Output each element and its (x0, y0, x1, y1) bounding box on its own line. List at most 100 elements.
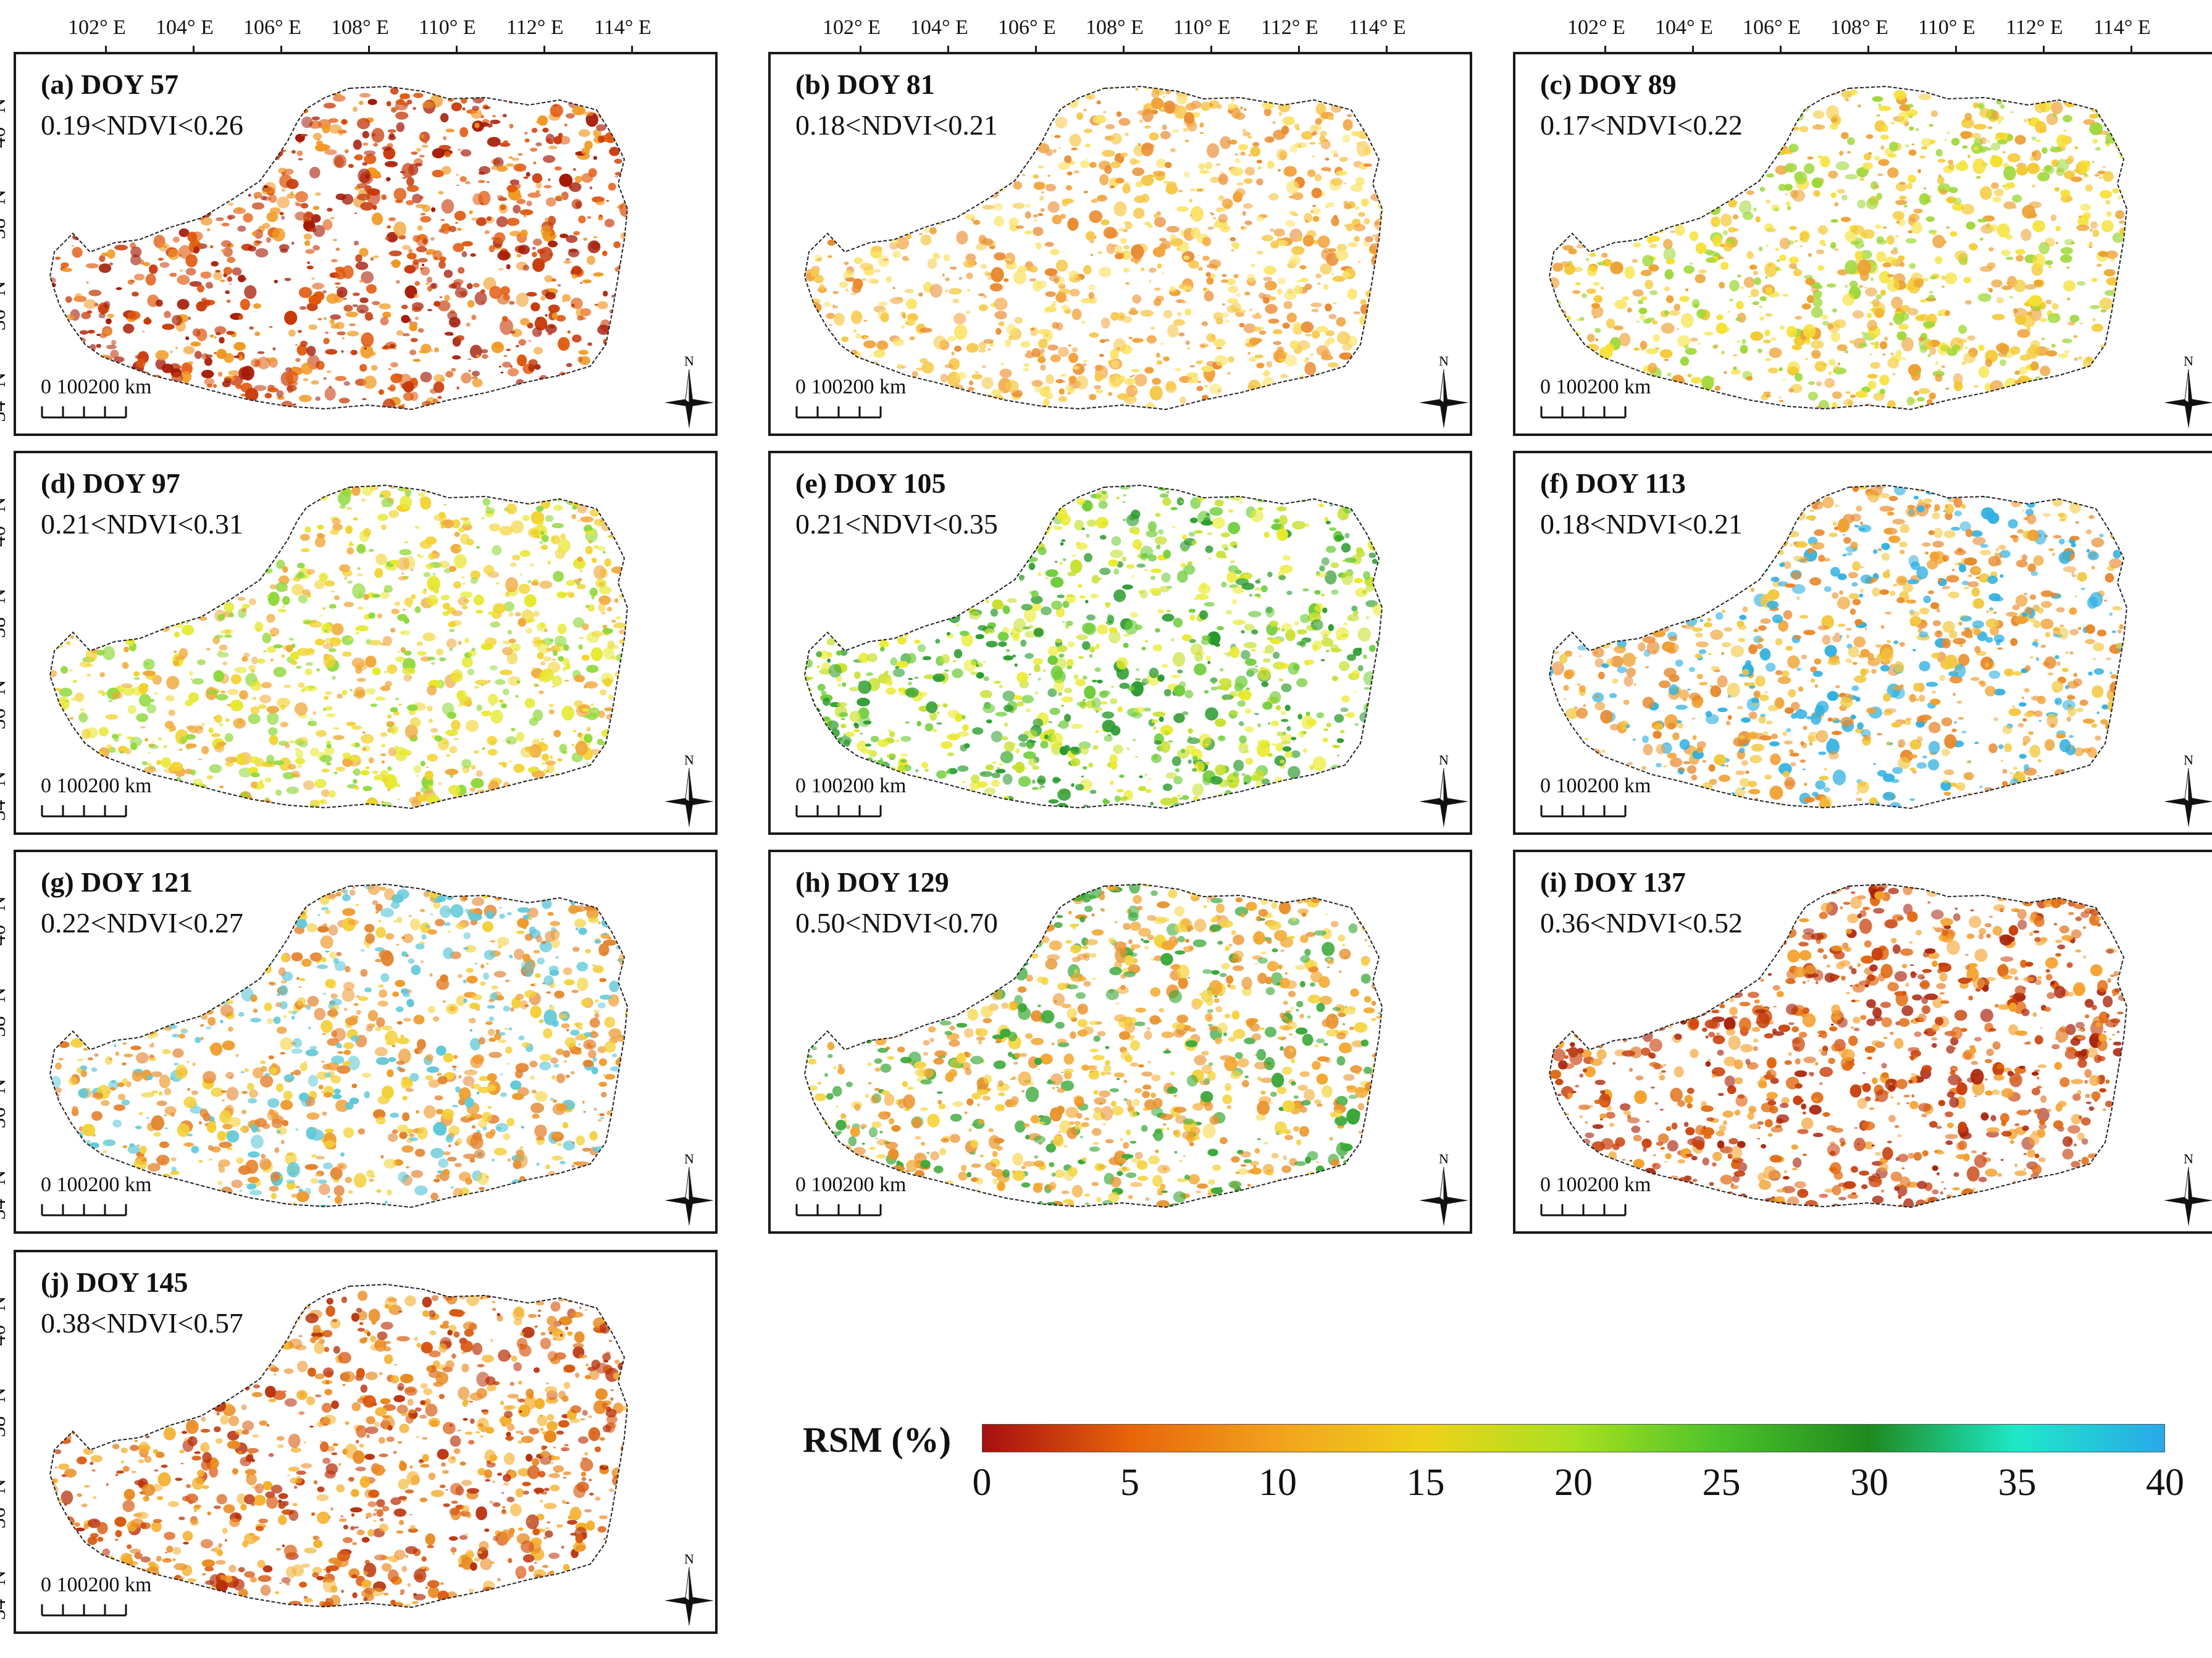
longitude-label: 112° E (2006, 16, 2063, 39)
longitude-label: 110° E (1173, 16, 1231, 39)
longitude-label: 112° E (506, 16, 564, 39)
colorbar (982, 1424, 2165, 1452)
scale-bar-label: 0 100200 km (41, 1173, 152, 1196)
tick-mark (1780, 46, 1782, 53)
north-arrow-icon: N (1419, 356, 1468, 429)
tick-mark (947, 46, 949, 53)
tick-mark (1692, 46, 1694, 53)
scale-bar-label: 0 100200 km (41, 375, 152, 398)
tick-mark (860, 46, 861, 53)
map-panel: (i) DOY 137 0.36<NDVI<0.52 0 100200 km N (1513, 850, 2212, 1234)
north-arrow-icon: N (1419, 755, 1468, 827)
latitude-label: 36° N (0, 1079, 10, 1129)
rsm-map (803, 85, 1383, 411)
panel-title: (i) DOY 137 (1540, 866, 1686, 898)
latitude-label: 36° N (0, 1479, 10, 1529)
scale-bar (1540, 406, 1627, 419)
panel-title: (d) DOY 97 (41, 467, 180, 499)
rsm-map (49, 85, 629, 411)
scale-bar (41, 1604, 127, 1617)
ndvi-range-label: 0.21<NDVI<0.35 (795, 508, 998, 540)
svg-text:N: N (2184, 356, 2193, 369)
latitude-label: 40° N (0, 896, 10, 946)
north-arrow-icon: N (664, 356, 714, 429)
tick-mark (1298, 46, 1300, 53)
tick-mark (456, 46, 458, 53)
colorbar-tick-label: 35 (1998, 1462, 2037, 1504)
scale-bar (1540, 1204, 1627, 1216)
scale-bar-label: 0 100200 km (1540, 1173, 1651, 1196)
latitude-label: 38° N (0, 987, 10, 1037)
map-panel: (a) DOY 57 0.19<NDVI<0.26 0 100200 km N (14, 52, 718, 436)
scale-bar (41, 406, 127, 419)
longitude-label: 114° E (1349, 16, 1406, 39)
longitude-label: 108° E (1086, 16, 1144, 39)
ndvi-range-label: 0.50<NDVI<0.70 (795, 907, 998, 939)
tick-mark (1035, 46, 1037, 53)
latitude-label: 34° N (0, 1170, 10, 1220)
scale-bar-label: 0 100200 km (795, 1173, 907, 1196)
scale-bar-label: 0 100200 km (41, 1573, 152, 1596)
tick-mark (2130, 46, 2132, 53)
map-panel: (g) DOY 121 0.22<NDVI<0.27 0 100200 km N (14, 850, 718, 1234)
rsm-map (1548, 484, 2128, 810)
tick-mark (1210, 46, 1212, 53)
colorbar-tick-label: 25 (1702, 1462, 1741, 1504)
rsm-map (803, 883, 1383, 1208)
region-boundary (803, 85, 1383, 411)
longitude-label: 106° E (998, 16, 1056, 39)
colorbar-tick-label: 15 (1406, 1462, 1445, 1504)
tick-mark (1604, 46, 1606, 53)
latitude-label: 38° N (0, 1388, 10, 1438)
colorbar-tick-label: 10 (1259, 1462, 1297, 1504)
longitude-label: 106° E (1743, 16, 1801, 39)
scale-bar-label: 0 100200 km (41, 774, 152, 797)
latitude-label: 38° N (0, 588, 10, 638)
panel-title: (e) DOY 105 (795, 467, 946, 499)
ndvi-range-label: 0.18<NDVI<0.21 (795, 109, 998, 141)
ndvi-range-label: 0.38<NDVI<0.57 (41, 1307, 243, 1339)
colorbar-tick-label: 40 (2146, 1462, 2184, 1504)
scale-bar (795, 805, 882, 818)
longitude-label: 110° E (419, 16, 476, 39)
region-boundary (1548, 484, 2128, 810)
latitude-label: 36° N (0, 680, 10, 730)
rsm-map (1548, 85, 2128, 411)
region-boundary (803, 883, 1383, 1208)
map-panel: (j) DOY 145 0.38<NDVI<0.57 0 100200 km N (14, 1250, 718, 1634)
rsm-map (49, 1283, 629, 1609)
north-arrow-icon: N (1419, 1153, 1468, 1226)
scale-bar (795, 406, 882, 419)
svg-text:N: N (1439, 356, 1449, 369)
colorbar-tick-label: 20 (1554, 1462, 1593, 1504)
latitude-label: 34° N (0, 771, 10, 821)
scale-bar (1540, 805, 1627, 818)
longitude-label: 102° E (823, 16, 881, 39)
tick-mark (631, 46, 633, 53)
region-boundary (1548, 883, 2128, 1208)
longitude-label: 106° E (243, 16, 301, 39)
region-boundary (49, 484, 629, 810)
rsm-map (49, 484, 629, 810)
colorbar-tick-label: 5 (1120, 1462, 1139, 1504)
tick-mark (368, 46, 370, 53)
longitude-label: 108° E (1830, 16, 1888, 39)
ndvi-range-label: 0.18<NDVI<0.21 (1540, 508, 1743, 540)
north-arrow-icon: N (664, 1554, 714, 1627)
panel-title: (j) DOY 145 (41, 1267, 188, 1298)
longitude-label: 102° E (1567, 16, 1625, 39)
scale-bar-label: 0 100200 km (1540, 375, 1651, 398)
longitude-label: 108° E (331, 16, 389, 39)
latitude-label: 34° N (0, 372, 10, 422)
region-boundary (49, 85, 629, 411)
longitude-label: 102° E (68, 16, 126, 39)
ndvi-range-label: 0.21<NDVI<0.31 (41, 508, 243, 540)
north-arrow-icon: N (664, 1153, 714, 1226)
latitude-label: 40° N (0, 98, 10, 148)
panel-title: (h) DOY 129 (795, 866, 949, 898)
region-boundary (1548, 85, 2128, 411)
ndvi-range-label: 0.19<NDVI<0.26 (41, 109, 243, 141)
latitude-label: 36° N (0, 281, 10, 331)
tick-mark (193, 46, 195, 53)
